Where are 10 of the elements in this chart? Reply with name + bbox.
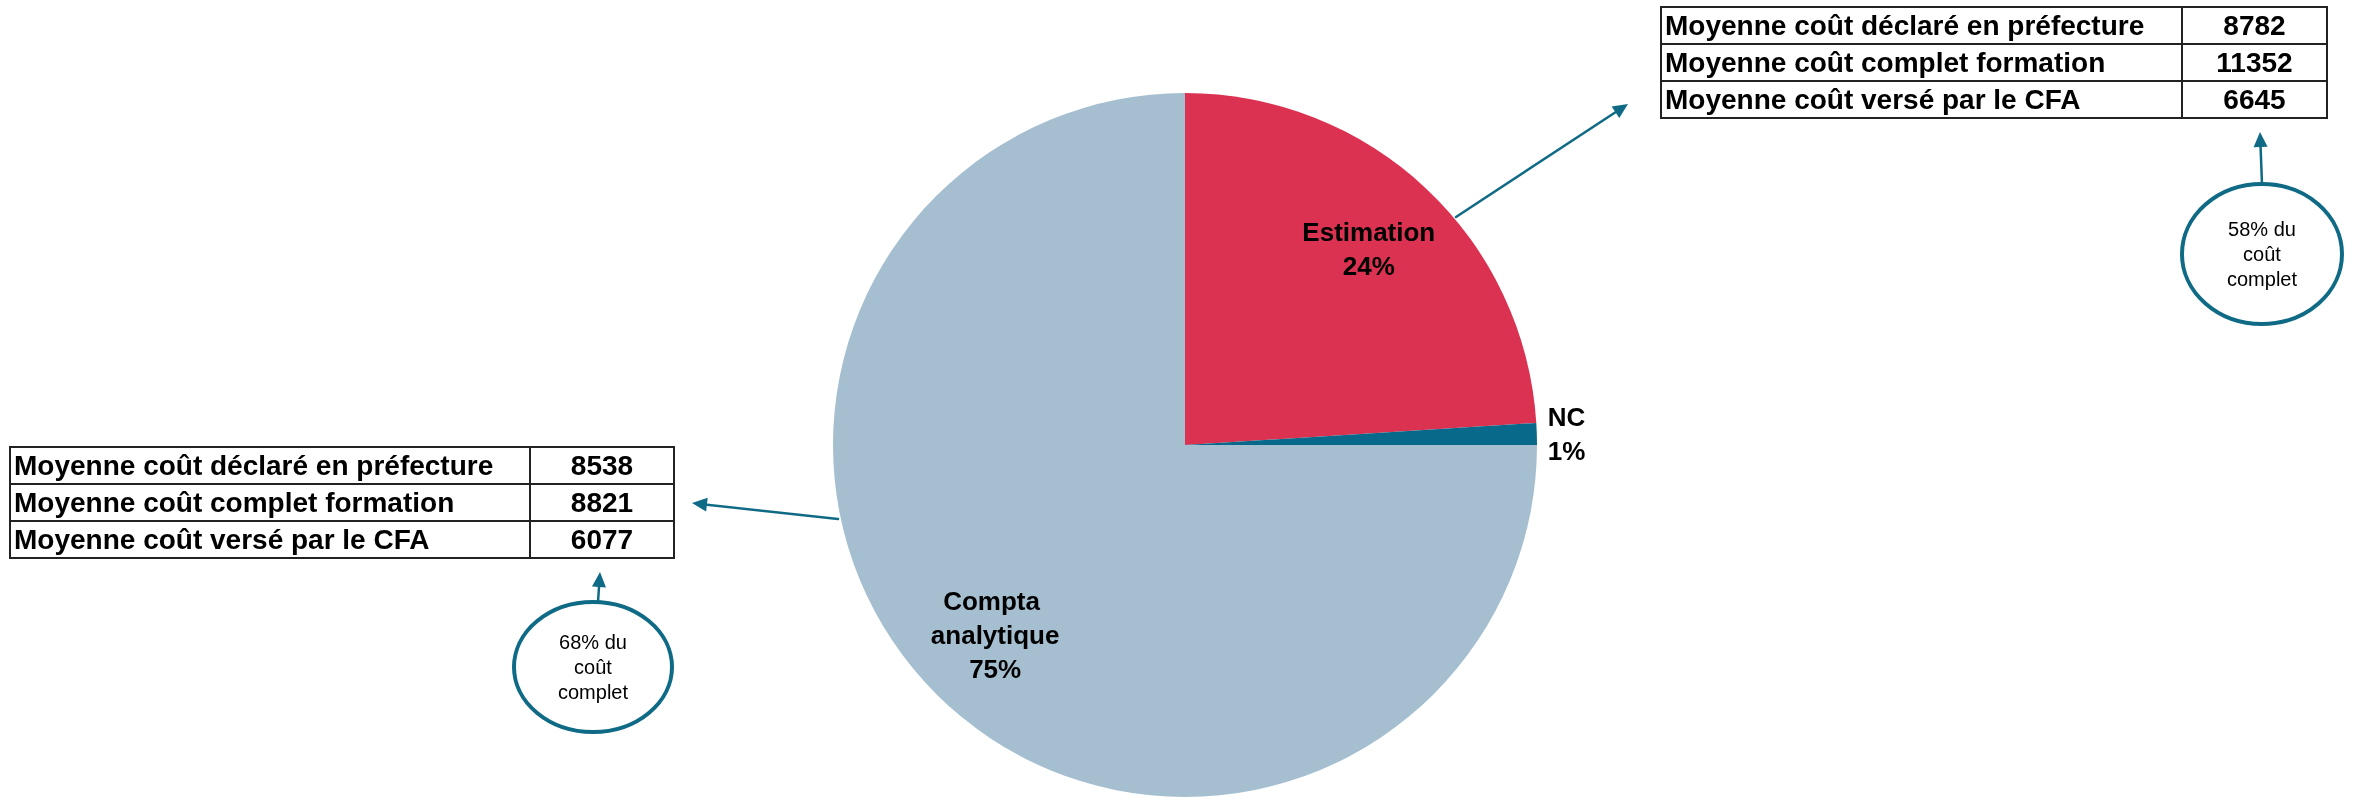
data-label: 1% [1547, 435, 1586, 466]
text: 58% du coût complet [2226, 216, 2298, 292]
data-label: 24% [1342, 251, 1395, 282]
slice-label: Estimation [1302, 217, 1436, 248]
table: Moyenne coût déclaré en préfecture 8782 Moyenne coût complet formation 11352 Moyenne coût versé par le CFA 6645 [1660, 6, 2328, 119]
data-label: 75% [969, 653, 1022, 684]
slice-label: NC [1547, 401, 1586, 432]
slice-label: Compta analytique [930, 585, 1060, 650]
text: 68% du coût complet [557, 629, 629, 705]
table: Moyenne coût déclaré en préfecture 8538 Moyenne coût complet formation 8821 Moyenne coût versé par le CFA 6077 [9, 446, 675, 559]
